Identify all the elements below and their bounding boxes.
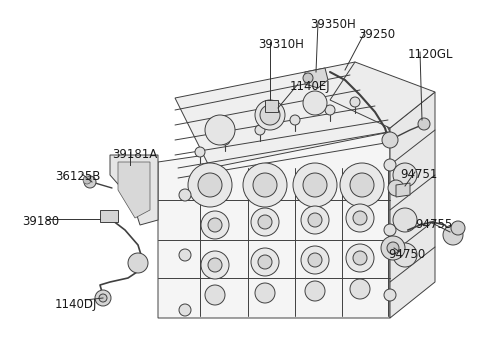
- Circle shape: [305, 281, 325, 301]
- Circle shape: [253, 173, 277, 197]
- Circle shape: [301, 246, 329, 274]
- Circle shape: [346, 204, 374, 232]
- Circle shape: [290, 115, 300, 125]
- Text: 39250: 39250: [358, 28, 395, 41]
- Circle shape: [251, 208, 279, 236]
- Circle shape: [350, 279, 370, 299]
- Circle shape: [353, 211, 367, 225]
- Circle shape: [308, 253, 322, 267]
- Circle shape: [387, 242, 399, 254]
- Circle shape: [251, 248, 279, 276]
- Text: 39180: 39180: [22, 215, 59, 228]
- Circle shape: [258, 255, 272, 269]
- Circle shape: [179, 304, 191, 316]
- Circle shape: [388, 180, 404, 196]
- Circle shape: [443, 225, 463, 245]
- Polygon shape: [100, 210, 118, 222]
- Polygon shape: [265, 100, 278, 112]
- Circle shape: [83, 176, 91, 184]
- Text: 94750: 94750: [388, 248, 425, 261]
- Circle shape: [350, 97, 360, 107]
- Circle shape: [384, 289, 396, 301]
- Circle shape: [258, 215, 272, 229]
- Circle shape: [208, 218, 222, 232]
- Circle shape: [350, 173, 374, 197]
- Text: 1140DJ: 1140DJ: [55, 298, 97, 311]
- Circle shape: [220, 135, 230, 145]
- Circle shape: [195, 147, 205, 157]
- Circle shape: [201, 251, 229, 279]
- Circle shape: [303, 173, 327, 197]
- Circle shape: [255, 100, 285, 130]
- Circle shape: [353, 251, 367, 265]
- Circle shape: [293, 163, 337, 207]
- Polygon shape: [175, 62, 390, 168]
- Circle shape: [418, 118, 430, 130]
- Circle shape: [255, 125, 265, 135]
- Text: 1140EJ: 1140EJ: [290, 80, 331, 93]
- Circle shape: [340, 163, 384, 207]
- Circle shape: [179, 249, 191, 261]
- Circle shape: [188, 163, 232, 207]
- Circle shape: [255, 283, 275, 303]
- Text: 39350H: 39350H: [310, 18, 356, 31]
- Circle shape: [381, 236, 405, 260]
- Text: 94755: 94755: [415, 218, 452, 231]
- Polygon shape: [110, 155, 158, 225]
- Circle shape: [393, 243, 417, 267]
- Circle shape: [260, 105, 280, 125]
- Text: 39310H: 39310H: [258, 38, 304, 51]
- Circle shape: [393, 208, 417, 232]
- Circle shape: [393, 163, 417, 187]
- Polygon shape: [118, 162, 150, 218]
- Circle shape: [99, 294, 107, 302]
- Polygon shape: [158, 128, 390, 318]
- Circle shape: [384, 159, 396, 171]
- Text: 94751: 94751: [400, 168, 437, 181]
- Circle shape: [205, 115, 235, 145]
- Circle shape: [346, 244, 374, 272]
- Circle shape: [201, 211, 229, 239]
- Circle shape: [303, 73, 313, 83]
- Circle shape: [384, 224, 396, 236]
- Circle shape: [205, 285, 225, 305]
- Polygon shape: [330, 62, 435, 128]
- Circle shape: [382, 132, 398, 148]
- Polygon shape: [390, 92, 435, 318]
- Polygon shape: [396, 183, 410, 197]
- Circle shape: [179, 189, 191, 201]
- Circle shape: [128, 253, 148, 273]
- Text: 36125B: 36125B: [55, 170, 100, 183]
- Circle shape: [325, 105, 335, 115]
- Text: 39181A: 39181A: [112, 148, 157, 161]
- Circle shape: [308, 213, 322, 227]
- Text: 1120GL: 1120GL: [408, 48, 454, 61]
- Circle shape: [303, 91, 327, 115]
- Circle shape: [243, 163, 287, 207]
- Circle shape: [84, 176, 96, 188]
- Circle shape: [198, 173, 222, 197]
- Polygon shape: [305, 68, 328, 88]
- Circle shape: [95, 290, 111, 306]
- Circle shape: [301, 206, 329, 234]
- Circle shape: [451, 221, 465, 235]
- Circle shape: [208, 258, 222, 272]
